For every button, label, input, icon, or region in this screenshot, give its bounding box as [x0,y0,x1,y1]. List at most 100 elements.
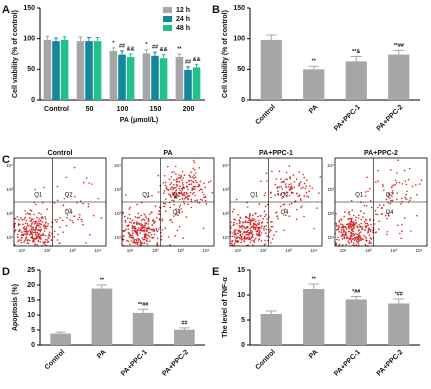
event-dot [335,222,338,225]
event-dot [131,226,134,229]
event-dot [179,198,181,201]
event-dot [33,221,35,223]
bar [303,289,325,345]
event-dot [350,199,353,202]
event-dot [362,227,364,229]
event-dot [54,219,56,221]
event-dot [192,159,195,162]
event-dot [244,237,246,239]
event-dot [248,232,251,234]
event-dot [385,198,388,201]
event-dot [285,171,288,174]
event-dot [140,228,142,231]
event-dot [364,191,367,193]
event-dot [340,218,342,220]
event-dot [233,221,235,224]
x-axis-label: PA (μmol/L) [120,117,159,124]
event-dot [365,226,367,229]
event-dot [364,195,367,197]
event-dot [244,227,246,230]
event-dot [338,225,340,227]
event-dot [56,185,59,188]
event-dot [43,186,45,189]
significance-label: ** [312,59,317,65]
event-dot [359,239,361,241]
event-dot [136,216,139,219]
event-dot [207,181,210,184]
event-dot [342,231,345,233]
event-dot [142,218,145,220]
event-dot [291,187,294,190]
y-tick-label: 10² [6,211,13,216]
event-dot [184,196,187,199]
event-dot [347,230,350,233]
event-dot [244,220,247,222]
bar [76,41,85,100]
event-dot [167,236,170,238]
event-dot [374,209,377,212]
bar [260,39,282,100]
event-dot [358,229,361,231]
event-dot [44,222,47,224]
plot-title: PA+PPC-1 [259,150,293,157]
event-dot [308,190,310,193]
event-dot [249,213,251,215]
event-dot [249,231,252,233]
event-dot [65,176,68,179]
event-dot [132,232,134,234]
event-dot [298,195,301,197]
quadrant-label: Q1 [355,193,364,199]
event-dot [343,215,346,218]
event-dot [36,232,39,234]
y-tick-label: 50 [27,66,35,73]
event-dot [306,195,308,197]
event-dot [242,225,244,227]
event-dot [142,229,145,232]
event-dot [285,194,288,197]
x-tick-label: 10⁴ [95,248,102,253]
event-dot [172,188,174,191]
event-dot [161,219,163,222]
y-axis-label: Apoptosis (%) [12,284,19,331]
event-dot [79,213,81,216]
quadrant-label: Q2 [386,193,395,199]
event-dot [179,192,181,195]
event-dot [389,202,392,205]
event-dot [182,186,185,189]
event-dot [175,186,177,189]
event-dot [258,238,261,240]
significance-label: && [127,46,135,52]
event-dot [293,186,296,189]
event-dot [141,230,143,232]
event-dot [401,223,403,226]
event-dot [202,227,205,230]
event-dot [174,195,177,198]
event-dot [181,197,184,200]
event-dot [183,203,186,205]
event-dot [352,214,355,217]
event-dot [209,180,212,182]
event-dot [190,183,193,185]
event-dot [204,196,207,198]
event-dot [24,216,27,219]
event-dot [277,194,280,196]
event-dot [177,194,179,197]
event-dot [259,215,262,217]
bar [184,69,192,100]
event-dot [235,234,237,236]
event-dot [28,217,31,219]
event-dot [258,231,260,234]
event-dot [18,239,21,241]
event-dot [280,186,283,188]
event-dot [340,231,343,233]
event-dot [62,204,64,207]
event-dot [132,237,134,240]
bar [142,53,151,100]
event-dot [350,227,352,229]
quadrant-label: Q1 [142,193,151,199]
event-dot [406,190,408,193]
event-dot [144,222,146,224]
event-dot [31,240,34,243]
event-dot [350,220,353,222]
event-dot [125,228,127,230]
